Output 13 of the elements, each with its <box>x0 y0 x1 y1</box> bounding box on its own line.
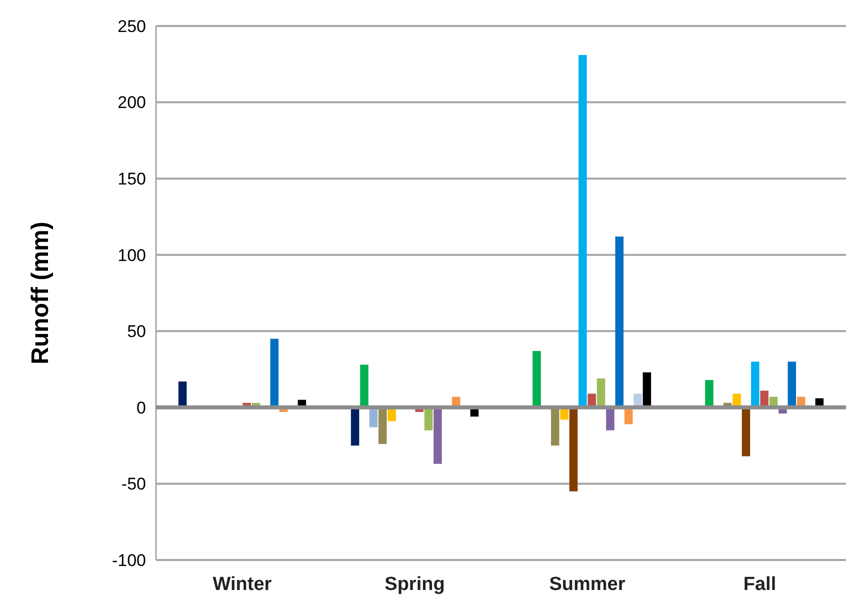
x-tick-label: Fall <box>743 574 776 595</box>
y-tick-label: -50 <box>121 474 146 494</box>
y-tick-label: 250 <box>118 16 146 36</box>
x-tick-label: Spring <box>384 574 445 595</box>
y-tick-label: -100 <box>112 550 146 570</box>
y-tick-label: 200 <box>118 93 146 112</box>
y-tick-label: 100 <box>118 246 146 265</box>
y-axis-title: Runoff (mm) <box>27 222 54 364</box>
y-tick-label: 0 <box>136 398 146 418</box>
x-tick-label: Summer <box>549 574 626 595</box>
x-tick-label: Winter <box>212 574 272 595</box>
y-tick-label: 50 <box>127 322 146 342</box>
y-tick-label: 150 <box>118 170 146 189</box>
